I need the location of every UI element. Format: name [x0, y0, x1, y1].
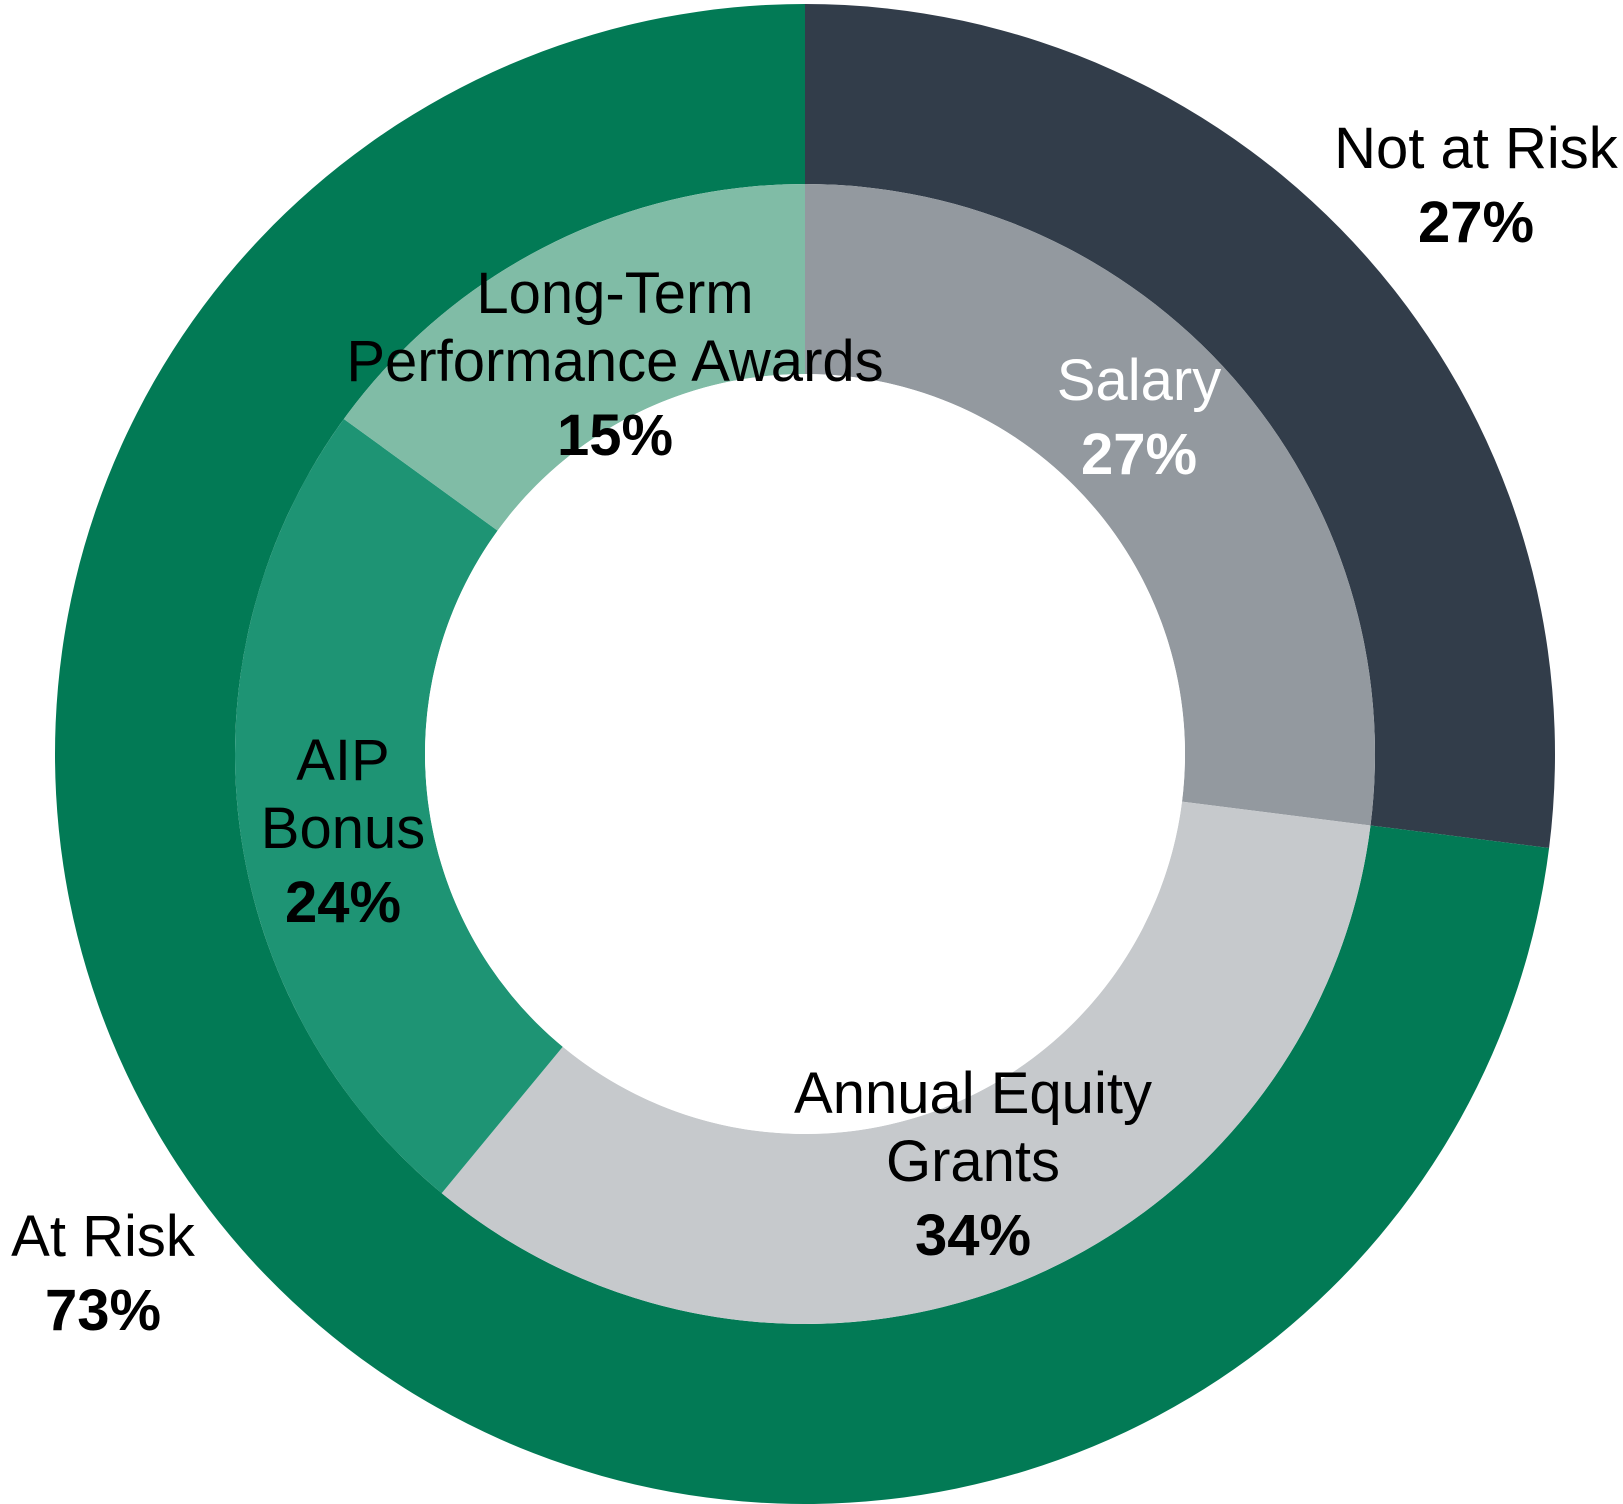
inner-slice-annual-equity-grants	[441, 801, 1371, 1324]
label-ltpa-text: Performance Awards	[346, 329, 883, 394]
label-ltpa-text: Long-Term	[476, 261, 753, 326]
outer-slice-not-at-risk	[805, 4, 1556, 848]
label-not-at-risk-percent: 27%	[1418, 190, 1534, 255]
label-at-risk-text: At Risk	[11, 1204, 196, 1269]
inner-slice-aip-bonus	[235, 418, 563, 1194]
label-annual-equity-percent: 34%	[915, 1203, 1031, 1268]
outer-ring	[55, 4, 1556, 1504]
label-not-at-risk: Not at Risk 27%	[1334, 116, 1619, 255]
label-annual-equity-text: Grants	[886, 1129, 1060, 1194]
label-salary-percent: 27%	[1081, 422, 1197, 487]
label-ltpa-percent: 15%	[557, 403, 673, 468]
label-aip-bonus-text: Bonus	[261, 796, 425, 861]
inner-slice-long-term-performance-awards	[343, 184, 805, 531]
label-salary: Salary 27%	[1057, 348, 1221, 487]
donut-hole	[425, 374, 1185, 1134]
inner-ring	[235, 184, 1376, 1324]
slice-labels: Not at Risk 27% At Risk 73% Salary 27% Annual …	[11, 116, 1619, 1343]
label-aip-bonus-percent: 24%	[285, 870, 401, 935]
label-aip-bonus-text: AIP	[296, 728, 390, 793]
label-at-risk-percent: 73%	[45, 1278, 161, 1343]
label-annual-equity-text: Annual Equity	[794, 1061, 1152, 1126]
label-at-risk: At Risk 73%	[11, 1204, 196, 1343]
inner-slice-salary	[805, 184, 1376, 826]
label-salary-text: Salary	[1057, 348, 1221, 413]
label-not-at-risk-text: Not at Risk	[1334, 116, 1619, 181]
